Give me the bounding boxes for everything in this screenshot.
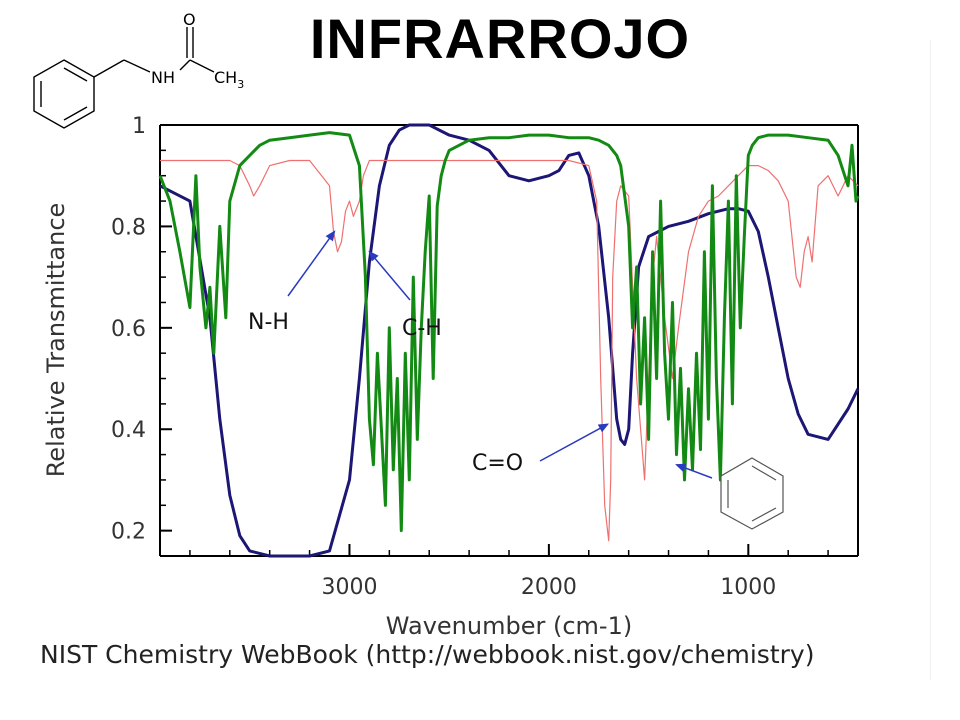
annotation-arrow [539, 423, 610, 462]
annotation-label: N-H [248, 310, 289, 335]
x-tick-label: 1000 [720, 575, 776, 600]
ch3-subscript: 3 [237, 78, 244, 91]
bond-nh-carbonyl [179, 59, 191, 71]
benzene-marker-inner-bond [751, 507, 777, 522]
x-axis-label: Wavenumber (cm-1) [386, 612, 632, 640]
benzene-marker-icon [720, 457, 784, 530]
benzene-inner-bond [63, 106, 88, 121]
benzene-marker-outline [720, 457, 784, 530]
bond-ring-ch2 [93, 59, 125, 78]
benzene-inner-bond [63, 67, 88, 82]
x-tick-label: 2000 [521, 575, 577, 600]
y-tick-label: 0.4 [111, 418, 146, 443]
molecule-structure: O NH CH3 [33, 10, 244, 129]
series-line-red [160, 159, 859, 542]
nh-label: NH [151, 68, 175, 87]
x-tick-label: 3000 [321, 575, 377, 600]
benzene-marker-inner-bond [751, 465, 777, 481]
series-line-green [158, 131, 860, 533]
annotation-arrow [368, 250, 411, 301]
y-tick-label: 0.6 [111, 317, 146, 342]
y-tick-label: 0.8 [111, 215, 146, 240]
series-layer [158, 123, 860, 558]
bond-ch2-nh [123, 59, 151, 73]
y-tick-label: 1 [132, 114, 146, 139]
y-axis-label: Relative Transmittance [42, 203, 70, 478]
annotation-arrow [287, 230, 336, 297]
source-credit: NIST Chemistry WebBook (http://webbook.n… [40, 640, 815, 669]
y-axis-ticks: 0.2 0.4 0.6 0.8 1 [111, 114, 172, 545]
side-chain-bonds [93, 27, 215, 78]
annotation-label: C=O [472, 451, 523, 476]
oxygen-label: O [183, 10, 196, 29]
bond-carbonyl-ch3 [189, 59, 215, 73]
annotation-layer: N-H C-H C=O [248, 230, 713, 479]
ch3-label: CH3 [214, 68, 244, 91]
ch3-main: CH [214, 68, 237, 87]
slide-edge-rule [930, 40, 931, 680]
x-axis-ticks: 3000 2000 1000 [321, 544, 776, 600]
annotation-arrow [675, 463, 713, 479]
slide-title: INFRARROJO [309, 7, 691, 70]
series-line-navy [159, 123, 860, 558]
annotation-label: C-H [402, 316, 442, 341]
y-tick-label: 0.2 [111, 520, 146, 545]
